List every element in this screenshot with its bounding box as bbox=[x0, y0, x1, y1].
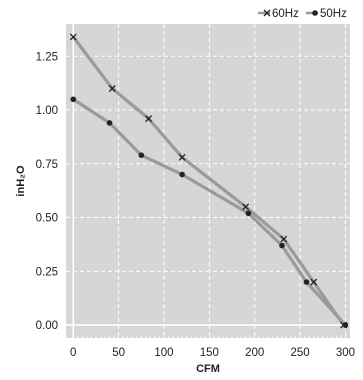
data-point-60hz bbox=[242, 203, 250, 211]
y-tick-label: 0.25 bbox=[36, 266, 58, 278]
x-tick-label: 100 bbox=[154, 347, 173, 359]
data-point-60hz bbox=[145, 115, 153, 123]
legend-marker-60hz bbox=[263, 9, 271, 17]
x-tick-label: 300 bbox=[336, 347, 355, 359]
y-tick-label: 0.75 bbox=[36, 159, 58, 171]
data-point-60hz bbox=[280, 235, 288, 243]
x-axis-ticks: 0 50 100 150 200 250 300 bbox=[70, 347, 355, 359]
x-tick-label: 200 bbox=[245, 347, 264, 359]
x-tick-label: 250 bbox=[291, 347, 310, 359]
series-line-50hz bbox=[72, 97, 347, 327]
y-tick-label: 1.25 bbox=[36, 51, 58, 63]
y-tick-label: 0.00 bbox=[36, 320, 58, 332]
y-tick-label: 1.00 bbox=[36, 105, 58, 117]
x-tick-label: 50 bbox=[112, 347, 125, 359]
legend-label-60hz: 60Hz bbox=[272, 8, 299, 20]
plot-background bbox=[66, 24, 350, 338]
data-point-60hz bbox=[310, 278, 318, 286]
series-lines bbox=[71, 35, 347, 327]
series-line-60hz bbox=[71, 35, 345, 327]
data-point-60hz bbox=[108, 85, 116, 92]
data-point-50hz bbox=[106, 120, 113, 126]
legend: 60Hz 50Hz bbox=[258, 8, 347, 20]
data-point-50hz bbox=[245, 210, 252, 217]
data-point-50hz bbox=[179, 171, 185, 178]
x-tick-label: 150 bbox=[200, 347, 219, 359]
y-axis-ticks: 0.00 0.25 0.50 0.75 1.00 1.25 bbox=[36, 51, 58, 332]
data-point-60hz bbox=[69, 33, 77, 41]
series-markers bbox=[69, 33, 349, 329]
x-axis-title: CFM bbox=[196, 363, 220, 375]
y-tick-label: 0.50 bbox=[36, 213, 58, 225]
data-point-50hz bbox=[342, 322, 349, 328]
legend-label-50hz: 50Hz bbox=[320, 8, 347, 20]
data-point-50hz bbox=[70, 96, 77, 103]
x-tick-label: 0 bbox=[70, 347, 76, 359]
data-point-50hz bbox=[303, 279, 310, 285]
data-point-50hz bbox=[138, 152, 145, 158]
legend-marker-50hz bbox=[312, 10, 318, 16]
data-point-50hz bbox=[279, 242, 285, 249]
y-axis-title: inH₂O bbox=[15, 165, 27, 197]
grid bbox=[66, 24, 350, 338]
data-point-60hz bbox=[178, 153, 186, 161]
